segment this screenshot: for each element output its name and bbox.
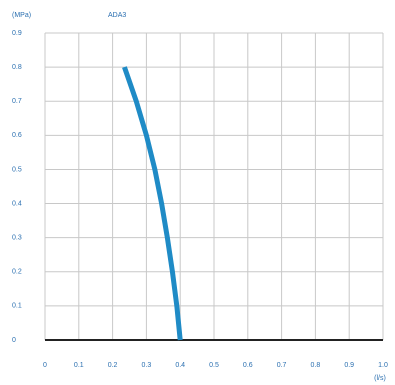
x-tick-label: 0.3 — [142, 362, 152, 369]
y-tick-label: 0.9 — [12, 30, 22, 37]
y-tick-label: 0.4 — [12, 200, 22, 207]
y-tick-label: 0.5 — [12, 166, 22, 173]
x-tick-label: 0.9 — [344, 362, 354, 369]
y-tick-label: 0.3 — [12, 235, 22, 242]
x-tick-label: 0 — [43, 362, 47, 369]
y-tick-label: 0 — [12, 337, 16, 344]
y-tick-label: 0.2 — [12, 269, 22, 276]
x-tick-label: 0.4 — [175, 362, 185, 369]
y-tick-label: 0.7 — [12, 98, 22, 105]
y-tick-label: 0.1 — [12, 303, 22, 310]
x-tick-label: 0.5 — [209, 362, 219, 369]
y-tick-label: 0.6 — [12, 132, 22, 139]
x-tick-label: 0.6 — [243, 362, 253, 369]
x-tick-label: 0.7 — [277, 362, 287, 369]
x-tick-label: 1.0 — [378, 362, 388, 369]
x-axis-label: (l/s) — [374, 375, 386, 382]
x-tick-label: 0.8 — [311, 362, 321, 369]
y-tick-label: 0.8 — [12, 64, 22, 71]
chart-title: ADA3 — [108, 12, 126, 19]
x-tick-label: 0.1 — [74, 362, 84, 369]
data-line — [122, 66, 183, 341]
y-axis-label: (MPa) — [12, 12, 31, 19]
x-tick-label: 0.2 — [108, 362, 118, 369]
